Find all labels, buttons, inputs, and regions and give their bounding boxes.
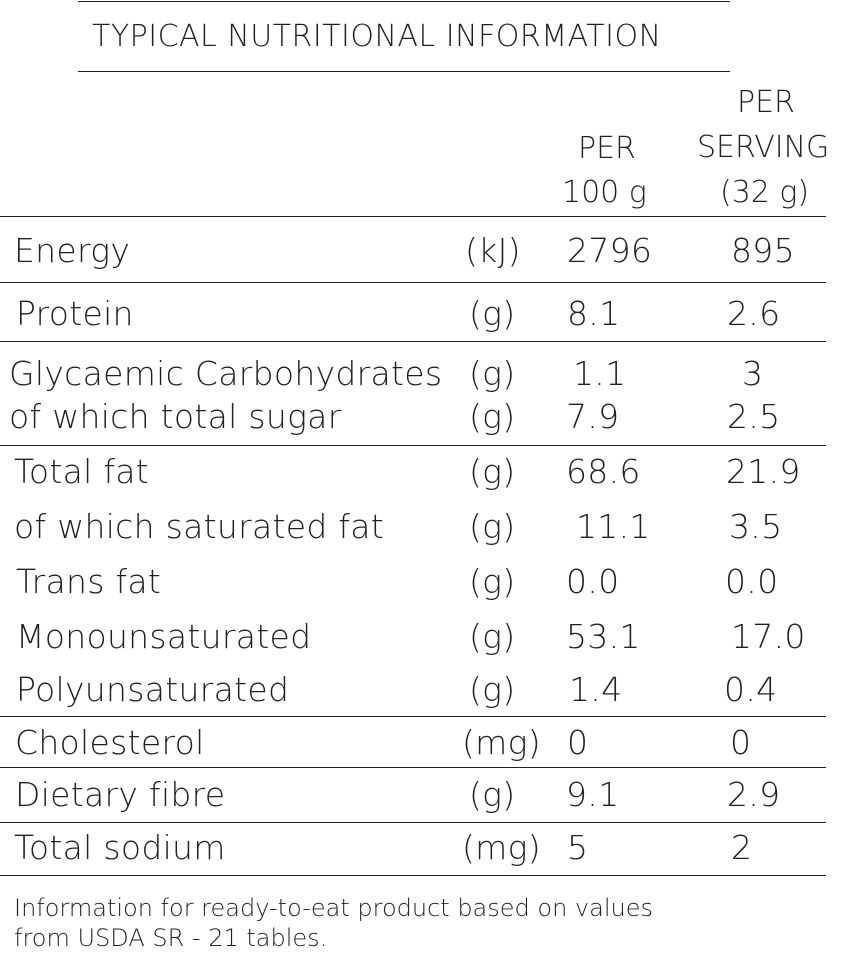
row-mono-serving: 17.0 (731, 617, 806, 656)
row-energy-serving: 895 (731, 231, 795, 270)
row-transfat-unit: (g) (469, 562, 516, 601)
panel-title: TYPICAL NUTRITIONAL INFORMATION (92, 19, 662, 54)
row-sodium-serving: 2 (731, 828, 753, 867)
row-poly-name: Polyunsaturated (16, 670, 290, 709)
row-carbs-per100: 1.1 (573, 354, 627, 393)
row-protein-unit: (g) (469, 294, 516, 333)
row-totalfat-per100: 68.6 (566, 452, 641, 491)
row-poly-serving: 0.4 (724, 670, 778, 709)
row-mono-name: Monounsaturated (16, 617, 312, 656)
row-transfat-per100: 0.0 (566, 562, 620, 601)
row-satfat-serving: 3.5 (729, 507, 783, 546)
row-totalfat-unit: (g) (469, 452, 516, 491)
row-fibre-per100: 9.1 (566, 775, 620, 814)
row-protein-name: Protein (16, 294, 134, 333)
header-rule (0, 216, 826, 217)
row-mono-per100: 53.1 (566, 617, 641, 656)
row-sugar-per100: 7.9 (566, 397, 620, 436)
row-transfat-serving: 0.0 (725, 562, 779, 601)
rule-after-fibre (0, 822, 826, 823)
row-carbs-name: Glycaemic Carbohydrates (9, 354, 443, 393)
row-transfat-name: Trans fat (16, 562, 162, 601)
row-sodium-name: Total sodium (14, 828, 226, 867)
serving-header-line2: SERVING (697, 130, 830, 165)
row-protein-serving: 2.6 (727, 294, 781, 333)
row-energy-name: Energy (14, 231, 131, 270)
per100-header-line1: PER (578, 131, 636, 166)
row-cholesterol-serving: 0 (730, 723, 752, 762)
row-energy-per100: 2796 (567, 231, 653, 270)
row-sugar-unit: (g) (469, 397, 516, 436)
row-sodium-per100: 5 (567, 828, 589, 867)
row-sugar-name: of which total sugar (9, 397, 342, 436)
row-fibre-serving: 2.9 (727, 775, 781, 814)
row-totalfat-serving: 21.9 (726, 452, 801, 491)
row-fibre-unit: (g) (469, 775, 516, 814)
row-totalfat-name: Total fat (14, 452, 150, 491)
footnote: Information for ready-to-eat product bas… (14, 894, 653, 952)
row-poly-unit: (g) (469, 670, 516, 709)
row-mono-unit: (g) (469, 617, 516, 656)
row-satfat-unit: (g) (469, 507, 516, 546)
row-carbs-serving: 3 (742, 354, 764, 393)
rule-after-protein (0, 341, 826, 342)
rule-after-sodium (0, 875, 826, 876)
rule-after-energy (0, 282, 826, 283)
row-poly-per100: 1.4 (569, 670, 623, 709)
row-protein-per100: 8.1 (567, 294, 621, 333)
rule-after-sugar (0, 445, 826, 446)
row-sugar-serving: 2.5 (727, 397, 781, 436)
row-carbs-unit: (g) (469, 354, 516, 393)
per100-header-line2: 100 g (562, 175, 647, 210)
row-fibre-name: Dietary fibre (15, 775, 226, 814)
row-satfat-per100: 11.1 (576, 507, 651, 546)
row-cholesterol-unit: (mg) (462, 723, 541, 762)
serving-header-line3: (32 g) (720, 175, 810, 210)
row-energy-unit: (kJ) (465, 231, 521, 270)
rule-after-poly (0, 716, 826, 717)
title-top-rule (78, 1, 730, 2)
title-bottom-rule (78, 71, 730, 72)
serving-header-line1: PER (737, 85, 795, 120)
row-satfat-name: of which saturated fat (14, 507, 385, 546)
row-sodium-unit: (mg) (462, 828, 541, 867)
row-cholesterol-per100: 0 (567, 723, 589, 762)
rule-after-cholesterol (0, 767, 826, 768)
row-cholesterol-name: Cholesterol (15, 723, 205, 762)
